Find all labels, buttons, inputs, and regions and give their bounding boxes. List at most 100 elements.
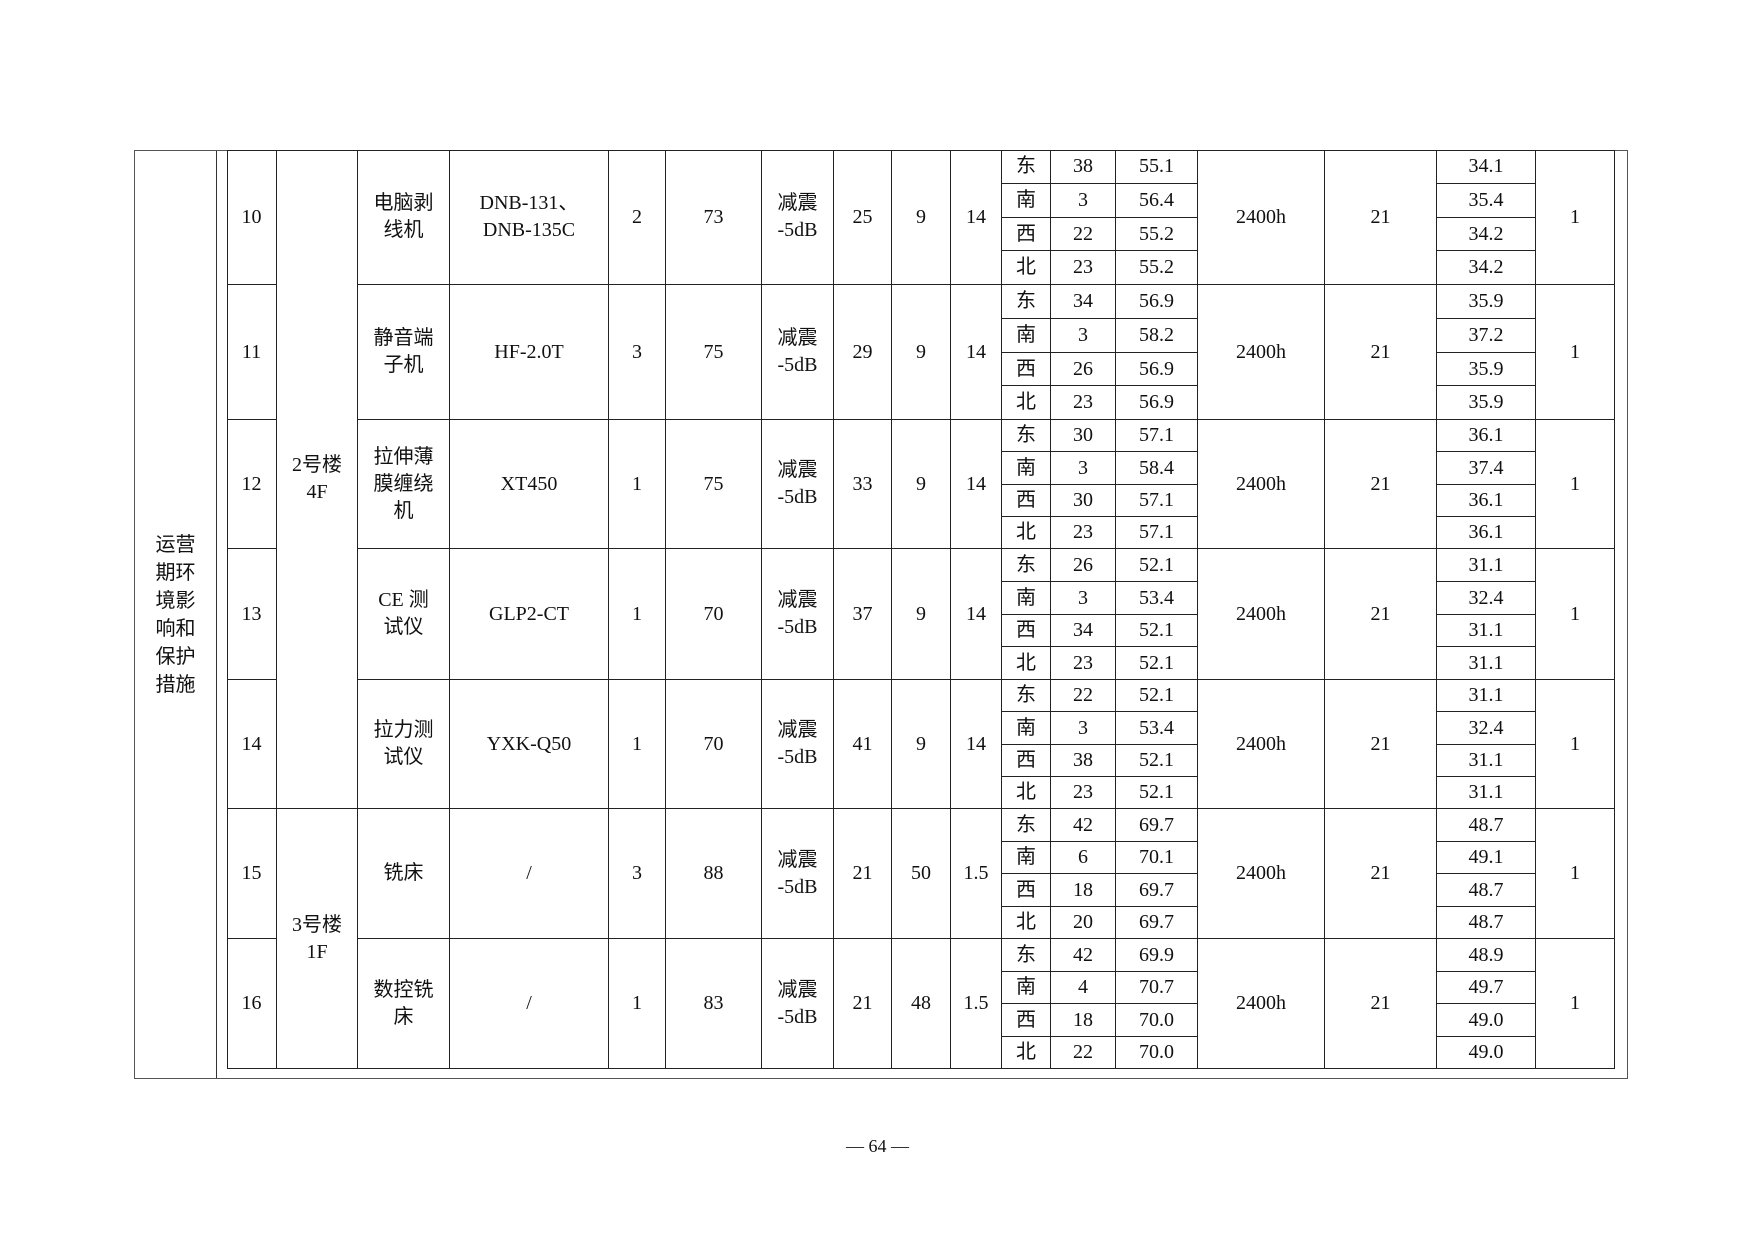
operating-time-cell: 2400h	[1198, 420, 1325, 549]
coord-y-cell: 9	[892, 150, 951, 285]
operating-time-cell: 2400h	[1198, 285, 1325, 420]
model-cell: GLP2-CT	[450, 549, 609, 680]
distance-cell: 23	[1051, 777, 1116, 809]
boundary-result-cell: 49.0	[1437, 1037, 1536, 1069]
operating-time-cell: 2400h	[1198, 150, 1325, 285]
boundary-result-cell: 35.4	[1437, 184, 1536, 218]
boundary-result-cell: 35.9	[1437, 285, 1536, 319]
boundary-result-cell: 31.1	[1437, 549, 1536, 582]
distance-cell: 34	[1051, 615, 1116, 647]
level-value-cell: 52.1	[1116, 615, 1198, 647]
level-value-cell: 70.0	[1116, 1037, 1198, 1069]
coord-x-cell: 41	[834, 680, 892, 809]
level-value-cell: 69.7	[1116, 874, 1198, 907]
last-column-cell: 1	[1536, 285, 1615, 420]
row-number-cell: 11	[227, 285, 277, 420]
direction-cell: 西	[1002, 874, 1051, 907]
boundary-result-cell: 35.9	[1437, 353, 1536, 386]
value-21-cell: 21	[1325, 939, 1437, 1069]
distance-cell: 18	[1051, 1004, 1116, 1037]
coord-z-cell: 14	[951, 150, 1002, 285]
mitigation-cell: 减震 -5dB	[762, 680, 834, 809]
value-21-cell: 21	[1325, 680, 1437, 809]
direction-cell: 北	[1002, 647, 1051, 680]
direction-cell: 北	[1002, 251, 1051, 285]
distance-cell: 34	[1051, 285, 1116, 319]
last-column-cell: 1	[1536, 150, 1615, 285]
mitigation-cell: 减震 -5dB	[762, 150, 834, 285]
mitigation-cell: 减震 -5dB	[762, 285, 834, 420]
distance-cell: 42	[1051, 939, 1116, 972]
level-value-cell: 53.4	[1116, 582, 1198, 615]
direction-cell: 东	[1002, 680, 1051, 712]
level-value-cell: 57.1	[1116, 485, 1198, 517]
quantity-cell: 1	[609, 939, 666, 1069]
coord-z-cell: 14	[951, 680, 1002, 809]
quantity-cell: 1	[609, 680, 666, 809]
source-level-cell: 73	[666, 150, 762, 285]
equipment-name-cell: 数控铣 床	[358, 939, 450, 1069]
distance-cell: 23	[1051, 386, 1116, 420]
direction-cell: 南	[1002, 452, 1051, 485]
boundary-result-cell: 49.7	[1437, 972, 1536, 1004]
distance-cell: 26	[1051, 353, 1116, 386]
last-column-cell: 1	[1536, 420, 1615, 549]
quantity-cell: 3	[609, 285, 666, 420]
level-value-cell: 55.2	[1116, 251, 1198, 285]
direction-cell: 南	[1002, 184, 1051, 218]
operating-time-cell: 2400h	[1198, 809, 1325, 939]
row-number-cell: 16	[227, 939, 277, 1069]
equipment-name-cell: CE 测 试仪	[358, 549, 450, 680]
operating-time-cell: 2400h	[1198, 939, 1325, 1069]
value-21-cell: 21	[1325, 285, 1437, 420]
level-value-cell: 53.4	[1116, 712, 1198, 745]
distance-cell: 42	[1051, 809, 1116, 842]
distance-cell: 23	[1051, 251, 1116, 285]
source-level-cell: 75	[666, 285, 762, 420]
direction-cell: 东	[1002, 150, 1051, 184]
coord-x-cell: 21	[834, 809, 892, 939]
distance-cell: 3	[1051, 184, 1116, 218]
direction-cell: 北	[1002, 907, 1051, 939]
value-21-cell: 21	[1325, 150, 1437, 285]
boundary-result-cell: 34.2	[1437, 251, 1536, 285]
boundary-result-cell: 49.0	[1437, 1004, 1536, 1037]
direction-cell: 东	[1002, 809, 1051, 842]
level-value-cell: 57.1	[1116, 420, 1198, 452]
level-value-cell: 52.1	[1116, 647, 1198, 680]
equipment-name-cell: 拉伸薄 膜缠绕 机	[358, 420, 450, 549]
level-value-cell: 70.1	[1116, 842, 1198, 874]
coord-z-cell: 14	[951, 549, 1002, 680]
direction-cell: 西	[1002, 615, 1051, 647]
source-level-cell: 70	[666, 549, 762, 680]
level-value-cell: 55.2	[1116, 218, 1198, 251]
direction-cell: 西	[1002, 485, 1051, 517]
coord-z-cell: 14	[951, 285, 1002, 420]
equipment-name-cell: 铣床	[358, 809, 450, 939]
equipment-name-cell: 静音端 子机	[358, 285, 450, 420]
source-level-cell: 75	[666, 420, 762, 549]
coord-x-cell: 29	[834, 285, 892, 420]
level-value-cell: 52.1	[1116, 549, 1198, 582]
coord-y-cell: 50	[892, 809, 951, 939]
building-cell: 2号楼 4F	[277, 150, 358, 809]
boundary-result-cell: 48.7	[1437, 874, 1536, 907]
last-column-cell: 1	[1536, 809, 1615, 939]
level-value-cell: 56.9	[1116, 285, 1198, 319]
value-21-cell: 21	[1325, 549, 1437, 680]
distance-cell: 3	[1051, 712, 1116, 745]
direction-cell: 东	[1002, 420, 1051, 452]
row-number-cell: 10	[227, 150, 277, 285]
distance-cell: 18	[1051, 874, 1116, 907]
direction-cell: 北	[1002, 1037, 1051, 1069]
operating-time-cell: 2400h	[1198, 680, 1325, 809]
direction-cell: 东	[1002, 285, 1051, 319]
coord-x-cell: 25	[834, 150, 892, 285]
boundary-result-cell: 36.1	[1437, 517, 1536, 549]
last-column-cell: 1	[1536, 680, 1615, 809]
model-cell: HF-2.0T	[450, 285, 609, 420]
distance-cell: 6	[1051, 842, 1116, 874]
row-number-cell: 14	[227, 680, 277, 809]
coord-y-cell: 9	[892, 549, 951, 680]
coord-z-cell: 1.5	[951, 939, 1002, 1069]
